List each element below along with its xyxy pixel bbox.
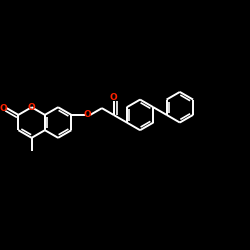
Text: O: O — [84, 110, 92, 120]
Text: O: O — [0, 104, 7, 113]
Text: O: O — [28, 103, 36, 112]
Text: O: O — [110, 93, 118, 102]
